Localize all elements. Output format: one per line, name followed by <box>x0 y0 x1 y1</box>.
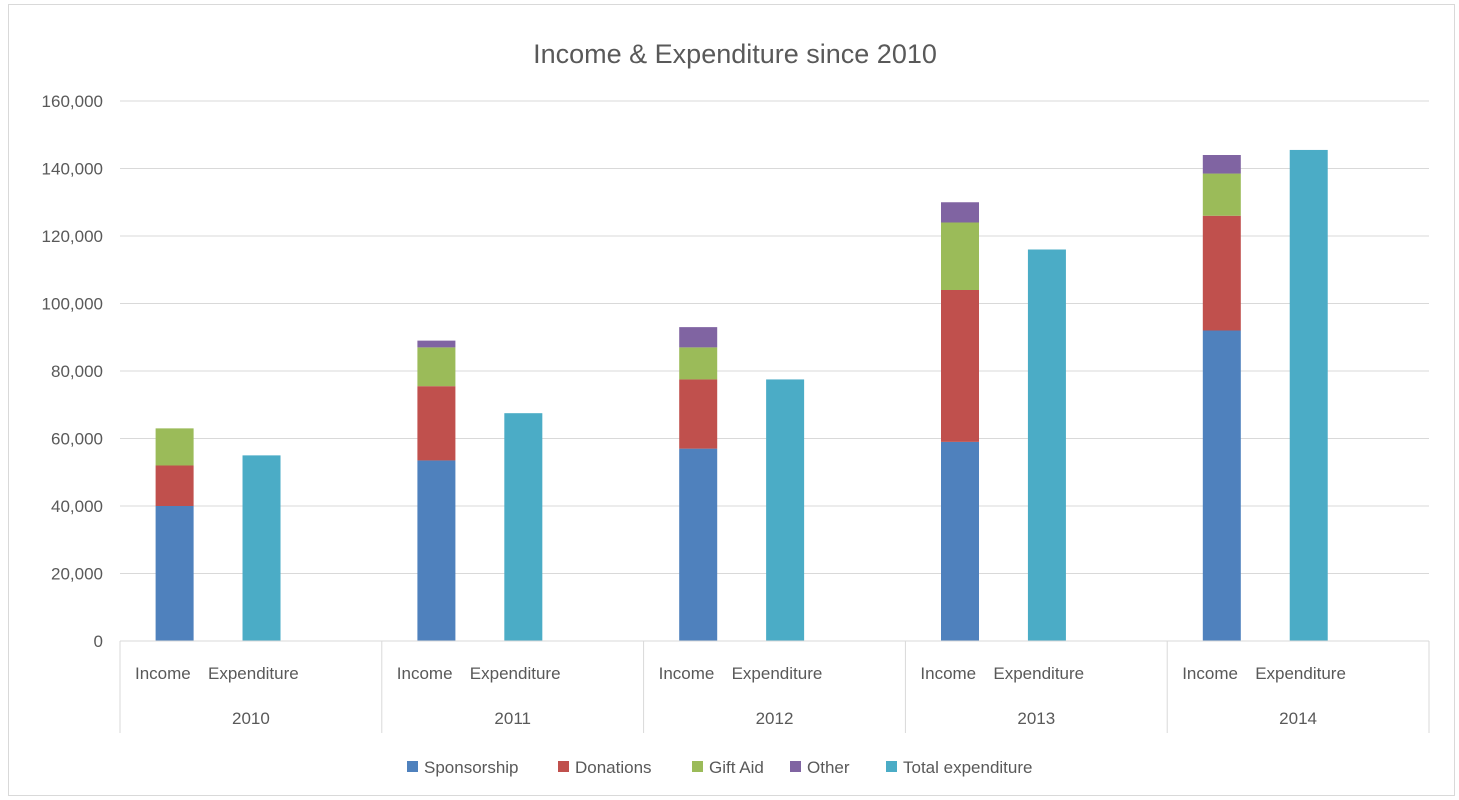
legend: Sponsorship Donations Gift Aid Other Total e… <box>407 758 1032 777</box>
bar-total-expenditure <box>504 413 543 641</box>
x-subcategory-label: Expenditure <box>470 664 561 683</box>
legend-swatch <box>692 761 703 772</box>
y-tick-label: 0 <box>94 632 103 651</box>
bar-donations <box>941 290 980 442</box>
legend-label: Other <box>807 758 850 777</box>
x-year-label: 2012 <box>756 709 794 728</box>
y-tick-label: 160,000 <box>42 92 103 111</box>
x-year-label: 2010 <box>232 709 270 728</box>
legend-swatch <box>407 761 418 772</box>
bar-total-expenditure <box>1289 149 1328 641</box>
legend-label: Gift Aid <box>709 758 764 777</box>
bar-gift-aid <box>679 347 718 380</box>
x-subcategory-label: Income <box>397 664 453 683</box>
legend-swatch <box>790 761 801 772</box>
bar-other <box>1202 155 1241 174</box>
x-subcategory-label: Income <box>659 664 715 683</box>
bar-donations <box>417 386 456 461</box>
x-subcategory-label: Expenditure <box>1255 664 1346 683</box>
y-tick-label: 100,000 <box>42 295 103 314</box>
bar-sponsorship <box>155 506 194 641</box>
legend-label: Total expenditure <box>903 758 1032 777</box>
chart-svg: Income & Expenditure since 2010 0 20,000 4… <box>42 39 1430 777</box>
bar-gift-aid <box>941 222 980 290</box>
bar-other <box>679 327 718 348</box>
legend-swatch <box>886 761 897 772</box>
x-subcategory-label: Income <box>920 664 976 683</box>
y-tick-label: 20,000 <box>51 565 103 584</box>
bar-total-expenditure <box>1027 249 1066 641</box>
y-tick-label: 120,000 <box>42 227 103 246</box>
legend-swatch <box>558 761 569 772</box>
x-subcategory-label: Expenditure <box>208 664 299 683</box>
chart-title: Income & Expenditure since 2010 <box>533 39 937 69</box>
y-axis-ticks: 0 20,000 40,000 60,000 80,000 100,000 120,000 1… <box>42 92 103 651</box>
bar-donations <box>679 379 718 449</box>
x-axis: Income Expenditure 2010 Income Expenditure 20… <box>119 640 1430 733</box>
bar-total-expenditure <box>766 379 805 641</box>
bar-donations <box>155 465 194 506</box>
bar-other <box>941 202 980 223</box>
y-tick-label: 80,000 <box>51 362 103 381</box>
bars <box>155 149 1328 641</box>
x-subcategory-label: Expenditure <box>732 664 823 683</box>
bar-sponsorship <box>941 441 980 641</box>
x-year-label: 2011 <box>494 709 531 728</box>
bar-gift-aid <box>417 347 456 387</box>
bar-sponsorship <box>417 460 456 641</box>
bar-donations <box>1202 215 1241 331</box>
x-subcategory-label: Income <box>135 664 191 683</box>
bar-sponsorship <box>1202 330 1241 641</box>
x-subcategory-label: Expenditure <box>993 664 1084 683</box>
x-subcategory-label: Income <box>1182 664 1238 683</box>
y-tick-label: 40,000 <box>51 497 103 516</box>
bar-gift-aid <box>155 428 194 466</box>
x-year-label: 2014 <box>1279 709 1317 728</box>
bar-sponsorship <box>679 448 718 641</box>
bar-total-expenditure <box>242 455 281 641</box>
bar-other <box>417 340 456 348</box>
legend-label: Sponsorship <box>424 758 519 777</box>
y-tick-label: 60,000 <box>51 430 103 449</box>
chart-area: Income & Expenditure since 2010 0 20,000 4… <box>8 4 1455 796</box>
legend-label: Donations <box>575 758 652 777</box>
y-tick-label: 140,000 <box>42 160 103 179</box>
bar-gift-aid <box>1202 173 1241 216</box>
x-year-label: 2013 <box>1017 709 1055 728</box>
